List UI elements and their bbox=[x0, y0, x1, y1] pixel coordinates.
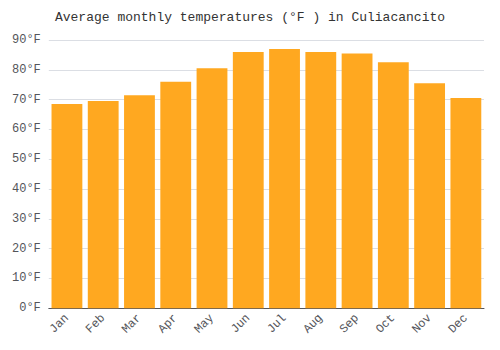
svg-text:Oct: Oct bbox=[373, 311, 398, 336]
svg-text:20°F: 20°F bbox=[12, 242, 41, 256]
svg-text:60°F: 60°F bbox=[12, 122, 41, 136]
svg-text:30°F: 30°F bbox=[12, 212, 41, 226]
svg-text:Aug: Aug bbox=[301, 311, 326, 336]
svg-text:Feb: Feb bbox=[83, 311, 108, 336]
svg-text:70°F: 70°F bbox=[12, 93, 41, 107]
svg-text:Jan: Jan bbox=[47, 311, 72, 336]
svg-text:50°F: 50°F bbox=[12, 152, 41, 166]
svg-text:Dec: Dec bbox=[446, 311, 471, 336]
svg-text:Mar: Mar bbox=[119, 311, 144, 336]
svg-text:May: May bbox=[192, 311, 217, 336]
svg-text:Apr: Apr bbox=[156, 311, 181, 336]
svg-text:Jun: Jun bbox=[228, 311, 253, 336]
svg-text:Average monthly temperatures (: Average monthly temperatures (°F ) in Cu… bbox=[55, 10, 445, 25]
svg-text:Jul: Jul bbox=[264, 311, 289, 336]
svg-text:Sep: Sep bbox=[337, 311, 362, 336]
svg-text:Nov: Nov bbox=[409, 311, 434, 336]
svg-text:0°F: 0°F bbox=[19, 301, 41, 315]
svg-text:10°F: 10°F bbox=[12, 271, 41, 285]
svg-text:90°F: 90°F bbox=[12, 33, 41, 47]
svg-text:40°F: 40°F bbox=[12, 182, 41, 196]
svg-text:80°F: 80°F bbox=[12, 63, 41, 77]
